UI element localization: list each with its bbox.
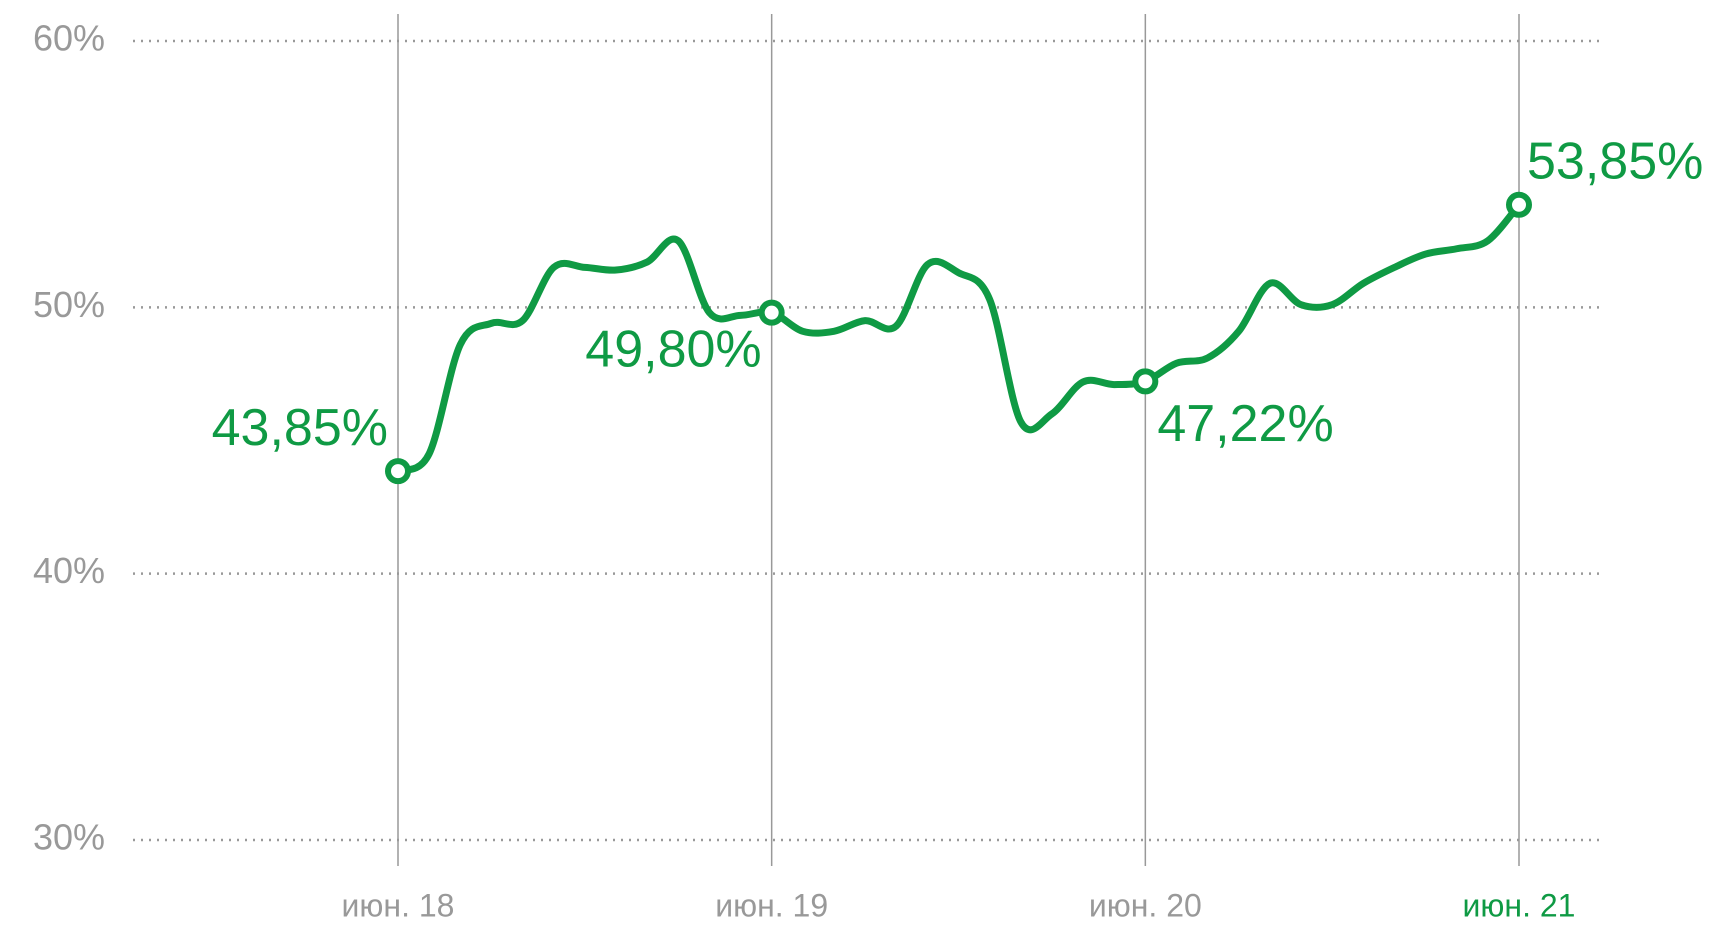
y-tick-label: 60% [33,18,105,59]
y-tick-label: 50% [33,284,105,325]
x-tick-label: июн. 21 [1463,887,1576,923]
x-tick-label: июн. 20 [1089,887,1202,923]
data-label: 43,85% [212,399,388,457]
data-label: 49,80% [585,320,761,378]
line [394,201,1523,475]
data-label: 53,85% [1527,133,1703,191]
y-tick-label: 40% [33,550,105,591]
data-label: 47,22% [1157,395,1333,453]
point-marker [1506,191,1532,218]
point-marker [385,458,411,485]
x-tick-label: июн. 19 [715,887,828,923]
y-tick-label: 30% [33,817,105,858]
x-tick-label: июн. 18 [342,887,455,923]
point-marker [1132,368,1159,395]
point-marker [758,299,785,326]
